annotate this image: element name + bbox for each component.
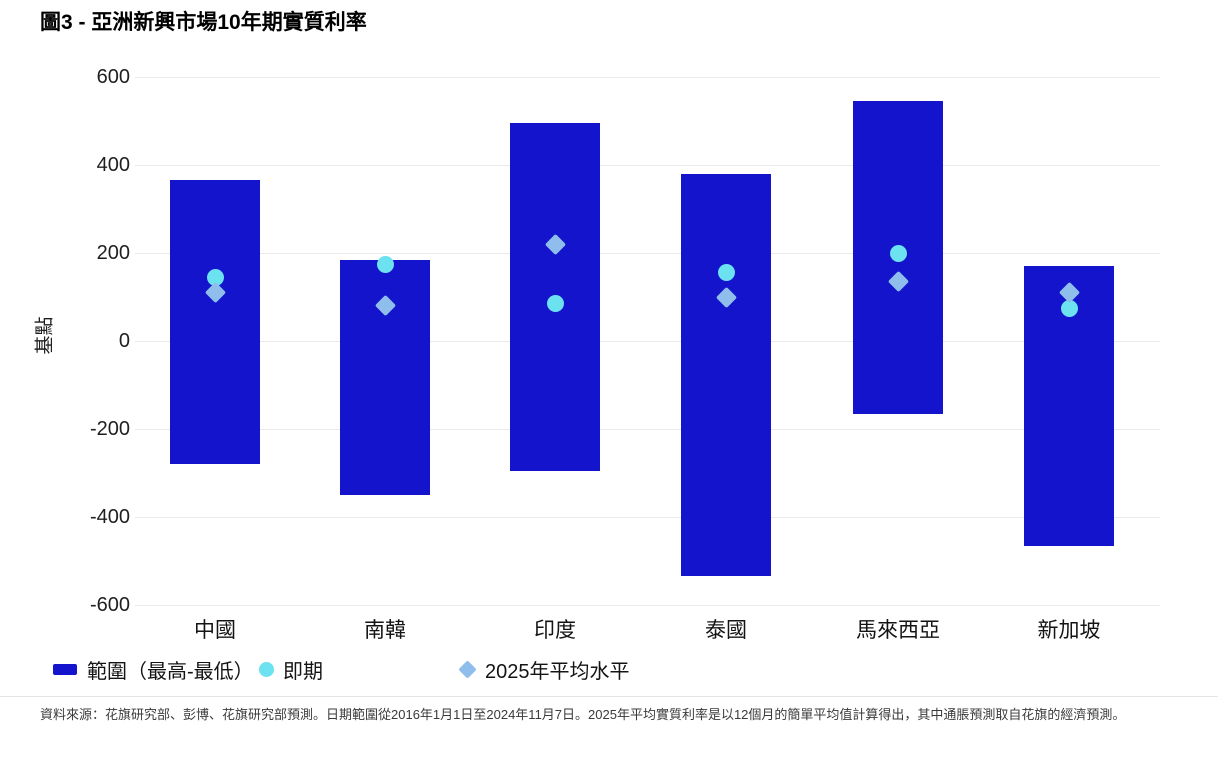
gridline-200: [135, 253, 1160, 254]
spot-circle-icon: [259, 661, 274, 677]
gridline-400: [135, 165, 1160, 166]
range-bar-4: [681, 173, 771, 577]
spot-marker-1: [206, 268, 224, 286]
x-tick-label-2: 南韓: [364, 619, 406, 642]
x-tick-label-1: 中國: [194, 619, 236, 642]
legend-item-range: 範圍（最高-最低）: [53, 654, 254, 684]
average-diamond-icon: [458, 659, 477, 679]
range-swatch-icon: [53, 663, 77, 675]
spot-marker-3: [546, 295, 564, 313]
y-tick-label--200: -200: [89, 418, 130, 440]
legend-item-average: 2025年平均水平: [458, 654, 630, 684]
y-tick-label-200: 200: [96, 242, 130, 264]
x-tick-label-5: 馬來西亞: [856, 619, 940, 642]
y-tick-label-0: 0: [118, 330, 130, 352]
spot-marker-5: [889, 244, 907, 262]
gridline--600: [135, 605, 1160, 606]
y-tick-label-400: 400: [96, 154, 130, 176]
source-note: 資料來源：花旗研究部、彭博、花旗研究部預測。日期範圍從2016年1月1日至202…: [40, 707, 1126, 722]
legend-item-spot: 即期: [259, 654, 323, 684]
spot-marker-2: [376, 255, 394, 273]
x-tick-label-4: 泰國: [705, 619, 747, 642]
legend-average-label: 2025年平均水平: [485, 660, 630, 683]
y-tick-label--600: -600: [89, 594, 130, 616]
gridline-600: [135, 77, 1160, 78]
gridline--400: [135, 517, 1160, 518]
y-tick-label-600: 600: [96, 66, 130, 88]
spot-marker-4: [717, 264, 735, 282]
gridline--200: [135, 429, 1160, 430]
plot-area: 基點 600 400 200 0 -200 -400 -600 中國 南韓 印度 泰國 馬來西亞 新加坡: [35, 66, 1160, 642]
chart-title: 圖3 - 亞洲新興市場10年期實質利率: [40, 11, 367, 34]
range-bar-1: [170, 180, 260, 465]
x-tick-label-6: 新加坡: [1037, 619, 1101, 642]
y-tick-label--400: -400: [89, 506, 130, 528]
spot-marker-6: [1060, 299, 1078, 317]
gridline-0: [135, 341, 1160, 342]
divider: [0, 696, 1218, 697]
legend-spot-label: 即期: [283, 660, 323, 683]
x-tick-label-3: 印度: [534, 619, 576, 642]
legend-range-label: 範圍（最高-最低）: [87, 660, 254, 683]
